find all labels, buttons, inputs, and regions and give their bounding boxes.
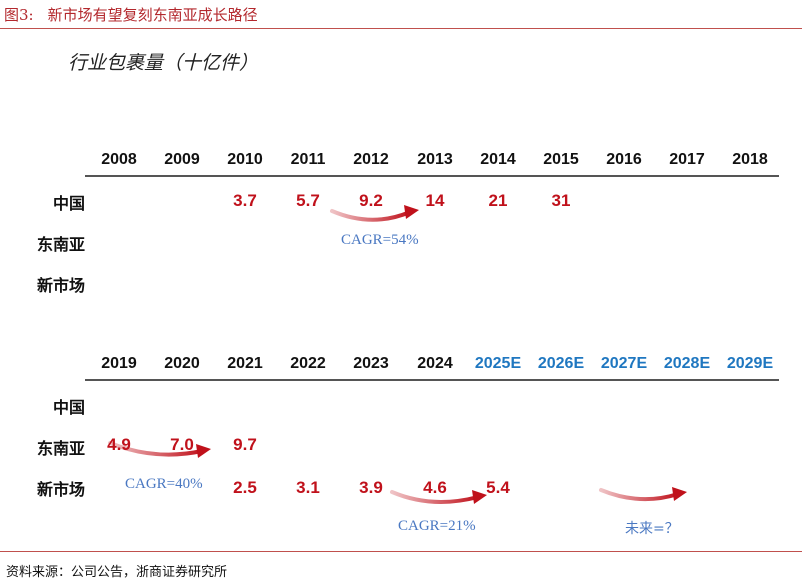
year-header: 2009 (164, 151, 200, 168)
value-cell: 4.6 (423, 478, 447, 497)
top-divider (0, 28, 802, 29)
cagr-label-china: CAGR=54% (341, 232, 419, 248)
year-header-estimate: 2028E (663, 355, 711, 372)
figure-number: 图3: (4, 6, 34, 24)
value-cell: 7.0 (170, 435, 194, 454)
value-cell: 14 (425, 191, 445, 210)
figure-caption: 图3: 新市场有望复刻东南亚成长路径 (4, 4, 258, 25)
year-header: 2013 (417, 151, 453, 168)
year-header: 2020 (164, 355, 200, 372)
chart-subtitle: 行业包裹量（十亿件） (68, 52, 259, 74)
year-header: 2024 (417, 355, 453, 372)
year-header: 2014 (480, 151, 516, 168)
year-header: 2021 (227, 355, 263, 372)
year-header: 2018 (732, 151, 768, 168)
value-cell: 5.7 (296, 191, 320, 210)
value-cell: 9.2 (359, 191, 383, 210)
value-cell: 2.5 (233, 478, 257, 497)
row-label-southeast-asia: 东南亚 (36, 235, 85, 254)
value-cell: 9.7 (233, 435, 257, 454)
row-label-china: 中国 (52, 194, 85, 213)
row-label-china: 中国 (52, 398, 85, 417)
year-header-estimate: 2025E (474, 355, 522, 372)
future-label: 未来=？ (625, 521, 679, 537)
figure-title: 新市场有望复刻东南亚成长路径 (47, 6, 258, 24)
value-cell: 31 (551, 191, 571, 210)
header-underline (85, 175, 779, 177)
cagr-label-southeast-asia: CAGR=40% (125, 476, 203, 492)
year-header-estimate: 2027E (600, 355, 648, 372)
year-header: 2012 (353, 151, 389, 168)
year-header: 2010 (227, 151, 263, 168)
cagr-label-new-market: CAGR=21% (398, 518, 476, 534)
year-header: 2011 (290, 151, 326, 168)
value-cell: 3.7 (233, 191, 257, 210)
source-note: 资料来源：公司公告，浙商证券研究所 (6, 565, 228, 580)
year-header: 2016 (606, 151, 642, 168)
year-header: 2023 (353, 355, 389, 372)
value-cell: 21 (488, 191, 508, 210)
row-label-new-market: 新市场 (36, 276, 85, 295)
year-header: 2017 (669, 151, 705, 168)
growth-arrow-icon (599, 487, 687, 502)
value-cell: 3.9 (359, 478, 383, 497)
year-header-estimate: 2026E (537, 355, 585, 372)
year-header: 2022 (290, 355, 326, 372)
header-underline (85, 379, 779, 381)
row-label-new-market: 新市场 (36, 480, 85, 499)
year-header: 2008 (101, 151, 137, 168)
year-header: 2015 (543, 151, 579, 168)
value-cell: 3.1 (296, 478, 320, 497)
row-label-southeast-asia: 东南亚 (36, 439, 85, 458)
year-header: 2019 (101, 355, 137, 372)
value-cell: 4.9 (107, 435, 131, 454)
year-header-estimate: 2029E (726, 355, 774, 372)
bottom-divider (0, 551, 802, 552)
value-cell: 5.4 (486, 478, 510, 497)
